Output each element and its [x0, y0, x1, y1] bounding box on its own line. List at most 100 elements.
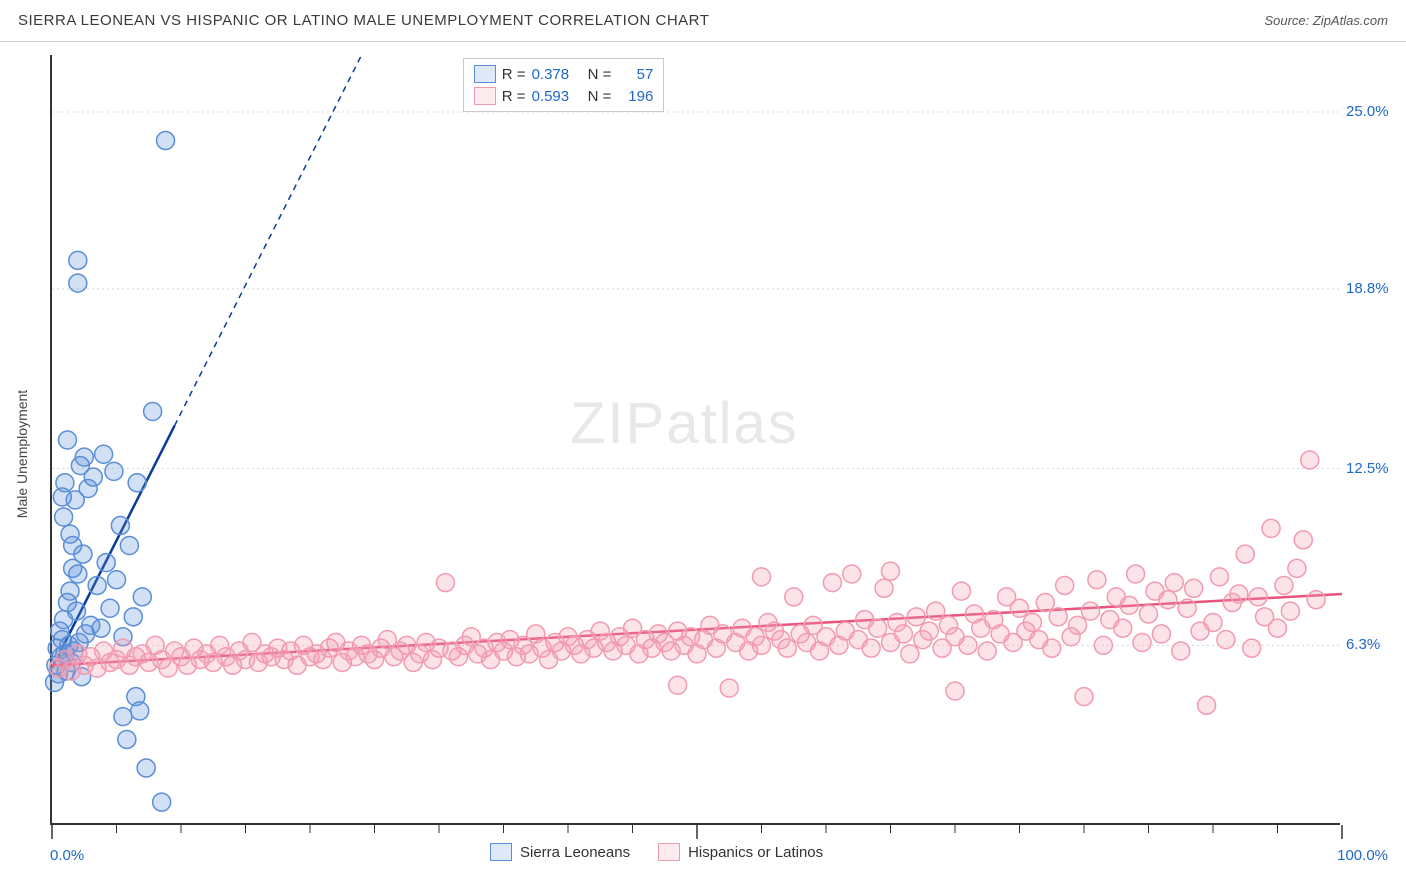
point-hispanic	[1023, 614, 1041, 632]
legend-item-hispanic: Hispanics or Latinos	[658, 843, 823, 861]
point-hispanic	[952, 582, 970, 600]
point-hispanic	[1011, 599, 1029, 617]
legend-label-sierra: Sierra Leoneans	[520, 844, 630, 861]
point-hispanic	[907, 608, 925, 626]
point-sierra	[111, 517, 129, 535]
point-sierra	[69, 565, 87, 583]
point-hispanic	[978, 642, 996, 660]
n-label: N =	[588, 66, 612, 83]
source-prefix: Source:	[1264, 13, 1312, 28]
chart-title: SIERRA LEONEAN VS HISPANIC OR LATINO MAL…	[18, 12, 709, 29]
legend-swatch-sierra	[490, 843, 512, 861]
series-legend: Sierra Leoneans Hispanics or Latinos	[490, 843, 823, 861]
point-sierra	[69, 274, 87, 292]
point-sierra	[137, 759, 155, 777]
point-hispanic	[862, 639, 880, 657]
point-hispanic	[1217, 631, 1235, 649]
point-sierra	[101, 599, 119, 617]
source-link[interactable]: ZipAtlas.com	[1313, 13, 1388, 28]
point-sierra	[108, 571, 126, 589]
point-hispanic	[1152, 625, 1170, 643]
point-hispanic	[436, 574, 454, 592]
stats-row-hispanic: R = 0.593 N = 196	[474, 85, 654, 107]
point-sierra	[64, 537, 82, 555]
point-hispanic	[927, 602, 945, 620]
r-value-sierra: 0.378	[532, 66, 582, 83]
point-sierra	[118, 730, 136, 748]
point-hispanic	[1069, 616, 1087, 634]
point-sierra	[88, 576, 106, 594]
point-hispanic	[1281, 602, 1299, 620]
y-tick-label: 18.8%	[1346, 280, 1389, 297]
legend-swatch-hispanic	[658, 843, 680, 861]
point-hispanic	[1140, 605, 1158, 623]
point-sierra	[120, 537, 138, 555]
point-sierra	[55, 508, 73, 526]
point-hispanic	[1114, 619, 1132, 637]
point-hispanic	[823, 574, 841, 592]
point-hispanic	[669, 676, 687, 694]
n-label: N =	[588, 88, 612, 105]
point-sierra	[92, 619, 110, 637]
point-hispanic	[1036, 594, 1054, 612]
point-hispanic	[1243, 639, 1261, 657]
point-hispanic	[1049, 608, 1067, 626]
legend-item-sierra: Sierra Leoneans	[490, 843, 630, 861]
source-attribution: Source: ZipAtlas.com	[1264, 13, 1388, 28]
point-hispanic	[1210, 568, 1228, 586]
point-hispanic	[882, 562, 900, 580]
y-axis-label: Male Unemployment	[14, 390, 30, 518]
point-sierra	[133, 588, 151, 606]
point-hispanic	[778, 639, 796, 657]
y-tick-label: 6.3%	[1346, 636, 1380, 653]
point-hispanic	[785, 588, 803, 606]
point-hispanic	[875, 579, 893, 597]
scatter-plot	[50, 55, 1340, 825]
point-hispanic	[920, 622, 938, 640]
point-sierra	[153, 793, 171, 811]
point-sierra	[53, 488, 71, 506]
point-sierra	[61, 582, 79, 600]
point-hispanic	[1081, 602, 1099, 620]
point-hispanic	[1165, 574, 1183, 592]
point-hispanic	[1127, 565, 1145, 583]
y-tick-label: 12.5%	[1346, 460, 1389, 477]
swatch-sierra	[474, 65, 496, 83]
n-value-hispanic: 196	[617, 88, 653, 105]
x-label-left: 0.0%	[50, 847, 84, 864]
swatch-hispanic	[474, 87, 496, 105]
y-tick-label: 25.0%	[1346, 103, 1389, 120]
point-hispanic	[753, 568, 771, 586]
point-hispanic	[1120, 596, 1138, 614]
point-hispanic	[1301, 451, 1319, 469]
point-sierra	[124, 608, 142, 626]
point-hispanic	[1185, 579, 1203, 597]
point-hispanic	[1275, 576, 1293, 594]
x-label-right: 100.0%	[1337, 847, 1388, 864]
point-sierra	[114, 708, 132, 726]
point-sierra	[84, 468, 102, 486]
chart-header: SIERRA LEONEAN VS HISPANIC OR LATINO MAL…	[0, 0, 1406, 42]
point-hispanic	[1088, 571, 1106, 589]
r-label: R =	[502, 88, 526, 105]
stats-legend: R = 0.378 N = 57 R = 0.593 N = 196	[463, 58, 665, 112]
point-hispanic	[1249, 588, 1267, 606]
point-hispanic	[946, 682, 964, 700]
point-hispanic	[1198, 696, 1216, 714]
point-hispanic	[869, 619, 887, 637]
point-hispanic	[753, 636, 771, 654]
point-hispanic	[1288, 559, 1306, 577]
point-sierra	[144, 402, 162, 420]
point-hispanic	[1204, 614, 1222, 632]
point-hispanic	[1133, 633, 1151, 651]
point-sierra	[75, 448, 93, 466]
point-sierra	[69, 251, 87, 269]
point-sierra	[128, 474, 146, 492]
point-hispanic	[720, 679, 738, 697]
point-hispanic	[1075, 688, 1093, 706]
point-hispanic	[1230, 585, 1248, 603]
point-hispanic	[1307, 591, 1325, 609]
stats-row-sierra: R = 0.378 N = 57	[474, 63, 654, 85]
point-hispanic	[959, 636, 977, 654]
point-sierra	[157, 132, 175, 150]
